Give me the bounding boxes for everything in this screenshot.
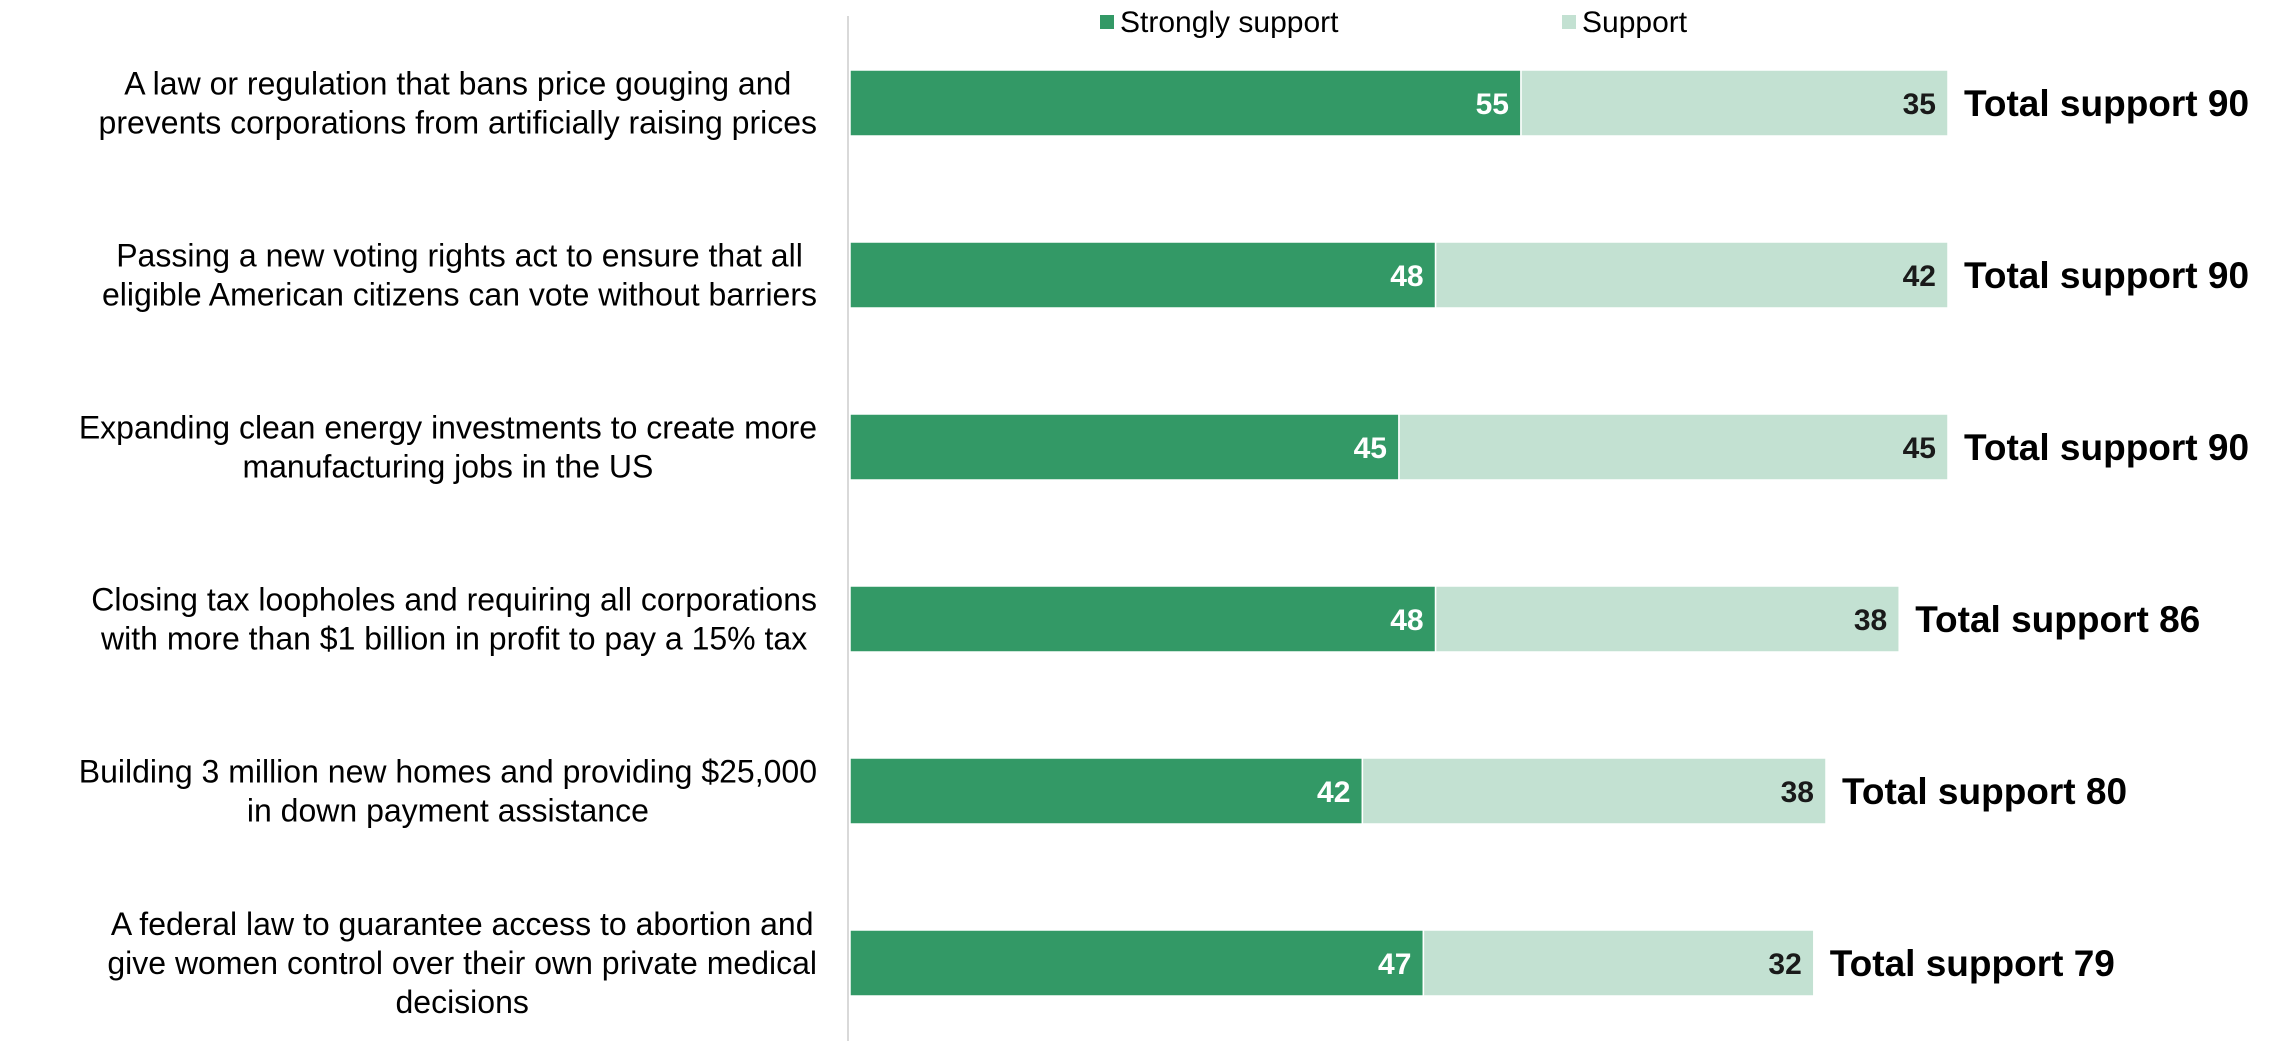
- data-label-strongly-support-3: 48: [1390, 604, 1423, 637]
- data-label-support-3: 38: [1854, 604, 1887, 637]
- bar-support-4: [1361, 757, 1827, 825]
- data-label-support-1: 42: [1903, 260, 1936, 293]
- legend-swatch-0: [1100, 15, 1114, 29]
- bar-strongly-support-0: [849, 69, 1522, 137]
- legend: Strongly support Support: [1100, 6, 1688, 39]
- category-label-1-line-1: eligible American citizens can vote with…: [102, 277, 817, 313]
- bar-strongly-support-3: [849, 585, 1437, 653]
- bar-support-5: [1422, 929, 1815, 997]
- category-labels: A law or regulation that bans price goug…: [79, 66, 817, 1021]
- data-label-strongly-support-2: 45: [1354, 432, 1387, 465]
- bar-support-1: [1434, 241, 1949, 309]
- bar-support-3: [1434, 585, 1900, 653]
- category-label-5-line-1: give women control over their own privat…: [107, 945, 817, 981]
- data-label-support-2: 45: [1903, 432, 1936, 465]
- bar-strongly-support-4: [849, 757, 1364, 825]
- data-label-support-0: 35: [1903, 88, 1936, 121]
- category-label-3-line-0: Closing tax loopholes and requiring all …: [91, 582, 817, 618]
- category-label-4-line-1: in down payment assistance: [247, 793, 649, 829]
- data-label-support-4: 38: [1781, 776, 1814, 809]
- total-label-4: Total support 80: [1842, 771, 2127, 812]
- legend-swatch-1: [1562, 15, 1576, 29]
- legend-label-1: Support: [1582, 6, 1688, 39]
- category-label-0-line-0: A law or regulation that bans price goug…: [124, 66, 791, 102]
- bar-strongly-support-2: [849, 413, 1400, 481]
- data-label-support-5: 32: [1768, 948, 1801, 981]
- total-label-3: Total support 86: [1915, 599, 2200, 640]
- category-label-2-line-0: Expanding clean energy investments to cr…: [79, 410, 817, 446]
- bars: 55 35 Total support 90 48 42 Total support 90…: [849, 69, 2249, 997]
- data-label-strongly-support-4: 42: [1317, 776, 1350, 809]
- data-label-strongly-support-0: 55: [1476, 88, 1509, 121]
- category-label-1-line-0: Passing a new voting rights act to ensur…: [116, 238, 803, 274]
- bar-strongly-support-5: [849, 929, 1425, 997]
- category-label-0-line-1: prevents corporations from artificially …: [99, 105, 817, 141]
- data-label-strongly-support-1: 48: [1390, 260, 1423, 293]
- total-label-2: Total support 90: [1964, 427, 2249, 468]
- legend-label-0: Strongly support: [1120, 6, 1339, 39]
- total-label-5: Total support 79: [1830, 943, 2115, 984]
- total-label-0: Total support 90: [1964, 83, 2249, 124]
- category-label-5-line-2: decisions: [395, 984, 528, 1020]
- bar-support-2: [1398, 413, 1949, 481]
- category-label-3-line-1: with more than $1 billion in profit to p…: [100, 621, 807, 657]
- category-label-5-line-0: A federal law to guarantee access to abo…: [111, 906, 814, 942]
- total-label-1: Total support 90: [1964, 255, 2249, 296]
- category-label-4-line-0: Building 3 million new homes and providi…: [79, 754, 817, 790]
- bar-strongly-support-1: [849, 241, 1437, 309]
- data-label-strongly-support-5: 47: [1378, 948, 1411, 981]
- category-label-2-line-1: manufacturing jobs in the US: [242, 449, 653, 485]
- bar-support-0: [1520, 69, 1949, 137]
